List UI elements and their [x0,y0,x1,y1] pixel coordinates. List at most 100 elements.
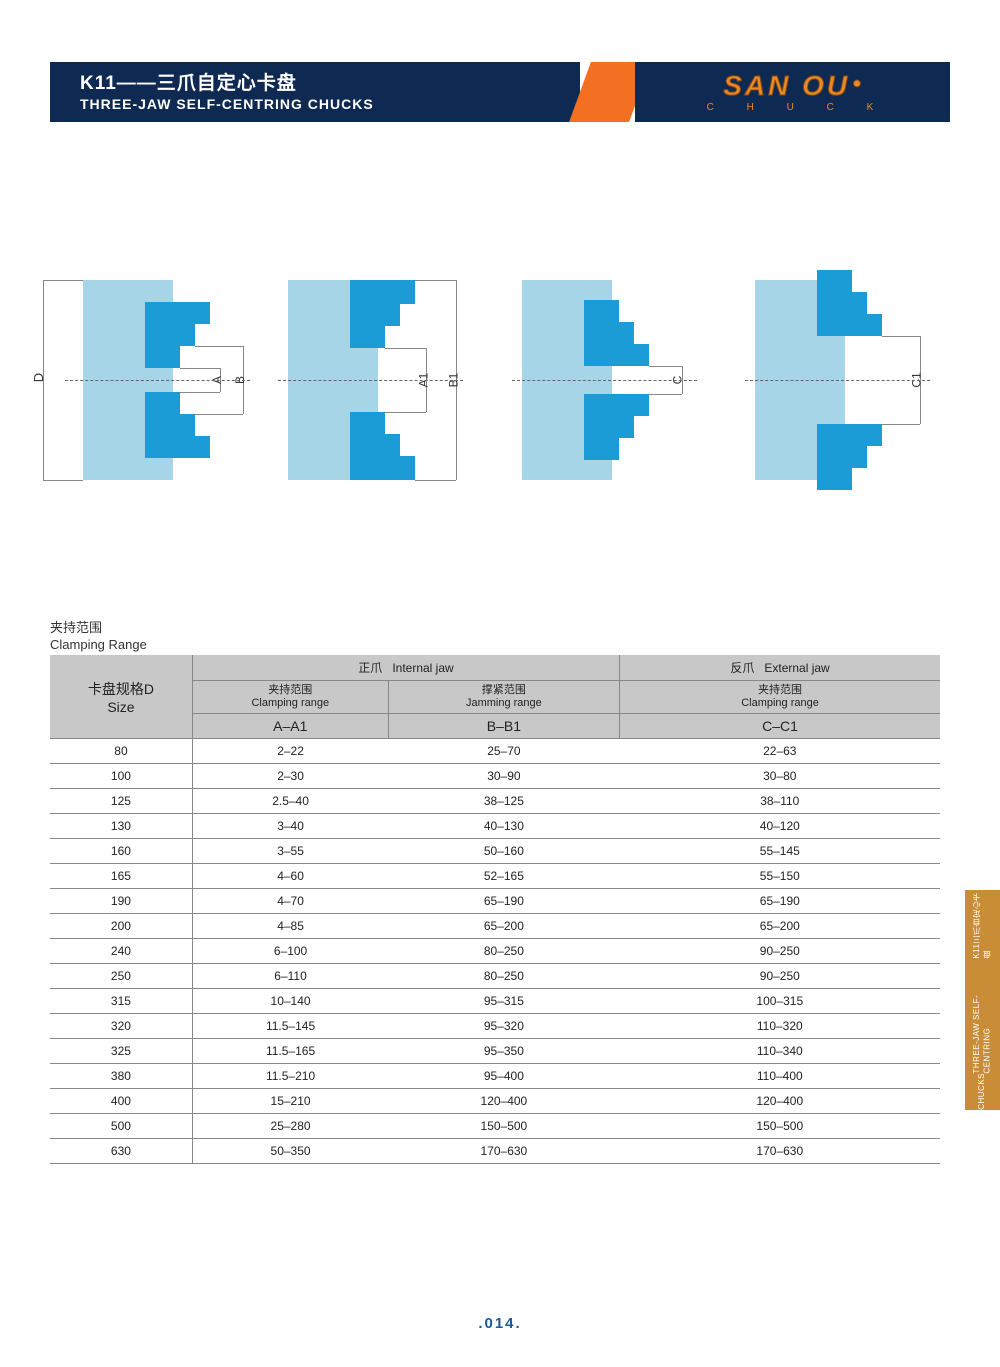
cell-c: 110–400 [620,1064,940,1089]
cell-size: 190 [50,889,192,914]
cell-c: 110–320 [620,1014,940,1039]
diagram-4: C1 [735,270,955,500]
cell-size: 400 [50,1089,192,1114]
cell-size: 240 [50,939,192,964]
table-title-cn: 夹持范围 [50,620,147,637]
th-col2: B–B1 [388,714,619,739]
cell-b: 30–90 [388,764,619,789]
cell-size: 380 [50,1064,192,1089]
cell-b: 95–315 [388,989,619,1014]
side-tab-en2: CHUCKS [977,1073,987,1110]
cell-c: 170–630 [620,1139,940,1164]
cell-c: 100–315 [620,989,940,1014]
cell-c: 90–250 [620,964,940,989]
table-row: 1303–4040–13040–120 [50,814,940,839]
th-clamp2: 夹持范围Clamping range [620,681,940,714]
cell-c: 55–150 [620,864,940,889]
cell-a: 2–22 [192,739,388,764]
cell-c: 40–120 [620,814,940,839]
cell-a: 4–70 [192,889,388,914]
cell-size: 80 [50,739,192,764]
logo-dot-icon: ● [852,75,862,93]
cell-size: 320 [50,1014,192,1039]
th-jam: 撑紧范围Jamming range [388,681,619,714]
th-col1: A–A1 [192,714,388,739]
cell-c: 65–190 [620,889,940,914]
table-row: 40015–210120–400120–400 [50,1089,940,1114]
cell-a: 2.5–40 [192,789,388,814]
cell-b: 95–400 [388,1064,619,1089]
cell-b: 95–320 [388,1014,619,1039]
cell-a: 3–55 [192,839,388,864]
cell-a: 11.5–165 [192,1039,388,1064]
table-row: 2506–11080–25090–250 [50,964,940,989]
cell-size: 200 [50,914,192,939]
cell-b: 80–250 [388,939,619,964]
table-row: 1002–3030–9030–80 [50,764,940,789]
side-tab-en1: THREE-JAW SELF-CENTRING [972,959,993,1074]
cell-size: 315 [50,989,192,1014]
logo-text: SAN OU [723,70,850,101]
th-external: 反爪 External jaw [620,655,940,681]
title-en: THREE-JAW SELF-CENTRING CHUCKS [80,96,580,112]
title-banner: K11——三爪自定心卡盘 THREE-JAW SELF-CENTRING CHU… [50,62,950,122]
cell-c: 55–145 [620,839,940,864]
data-table: 卡盘规格D Size 正爪 Internal jaw 反爪 External j… [50,655,940,1164]
cell-c: 150–500 [620,1114,940,1139]
cell-size: 100 [50,764,192,789]
table-row: 802–2225–7022–63 [50,739,940,764]
clamping-range-table: 卡盘规格D Size 正爪 Internal jaw 反爪 External j… [50,655,940,1164]
cell-b: 38–125 [388,789,619,814]
diagram-2: A1 B1 [268,270,488,500]
table-body: 802–2225–7022–631002–3030–9030–801252.5–… [50,739,940,1164]
th-internal: 正爪 Internal jaw [192,655,619,681]
table-row: 32011.5–14595–320110–320 [50,1014,940,1039]
cell-size: 130 [50,814,192,839]
cell-c: 110–340 [620,1039,940,1064]
table-row: 1904–7065–19065–190 [50,889,940,914]
table-row: 63050–350170–630170–630 [50,1139,940,1164]
cell-c: 65–200 [620,914,940,939]
cell-c: 90–250 [620,939,940,964]
cell-b: 25–70 [388,739,619,764]
cell-size: 500 [50,1114,192,1139]
cell-b: 170–630 [388,1139,619,1164]
cell-b: 50–160 [388,839,619,864]
cell-c: 120–400 [620,1089,940,1114]
cell-b: 120–400 [388,1089,619,1114]
cell-b: 65–200 [388,914,619,939]
diagram-3: C [502,270,722,500]
cell-size: 250 [50,964,192,989]
cell-c: 38–110 [620,789,940,814]
cell-a: 50–350 [192,1139,388,1164]
th-clamp1: 夹持范围Clamping range [192,681,388,714]
chuck-diagrams: D A B [35,270,955,500]
cell-a: 25–280 [192,1114,388,1139]
th-col3: C–C1 [620,714,940,739]
page-number: .014. [0,1315,1000,1332]
cell-a: 15–210 [192,1089,388,1114]
cell-size: 165 [50,864,192,889]
cell-a: 6–100 [192,939,388,964]
cell-b: 150–500 [388,1114,619,1139]
table-row: 1603–5550–16055–145 [50,839,940,864]
cell-a: 11.5–145 [192,1014,388,1039]
cell-a: 3–40 [192,814,388,839]
cell-size: 325 [50,1039,192,1064]
side-tab-cn: K11三爪自定心卡盘 [972,890,993,959]
cell-a: 4–85 [192,914,388,939]
title-cn: K11——三爪自定心卡盘 [80,68,580,95]
cell-b: 80–250 [388,964,619,989]
table-title-en: Clamping Range [50,637,147,654]
cell-c: 22–63 [620,739,940,764]
cell-a: 4–60 [192,864,388,889]
table-row: 32511.5–16595–350110–340 [50,1039,940,1064]
cell-b: 52–165 [388,864,619,889]
cell-size: 160 [50,839,192,864]
logo-subtext: C H U C K [707,102,889,113]
table-row: 38011.5–21095–400110–400 [50,1064,940,1089]
table-title: 夹持范围 Clamping Range [50,620,147,654]
banner-logo-box: SAN OU● C H U C K [635,62,950,122]
label-D: D [31,373,46,382]
cell-b: 95–350 [388,1039,619,1064]
